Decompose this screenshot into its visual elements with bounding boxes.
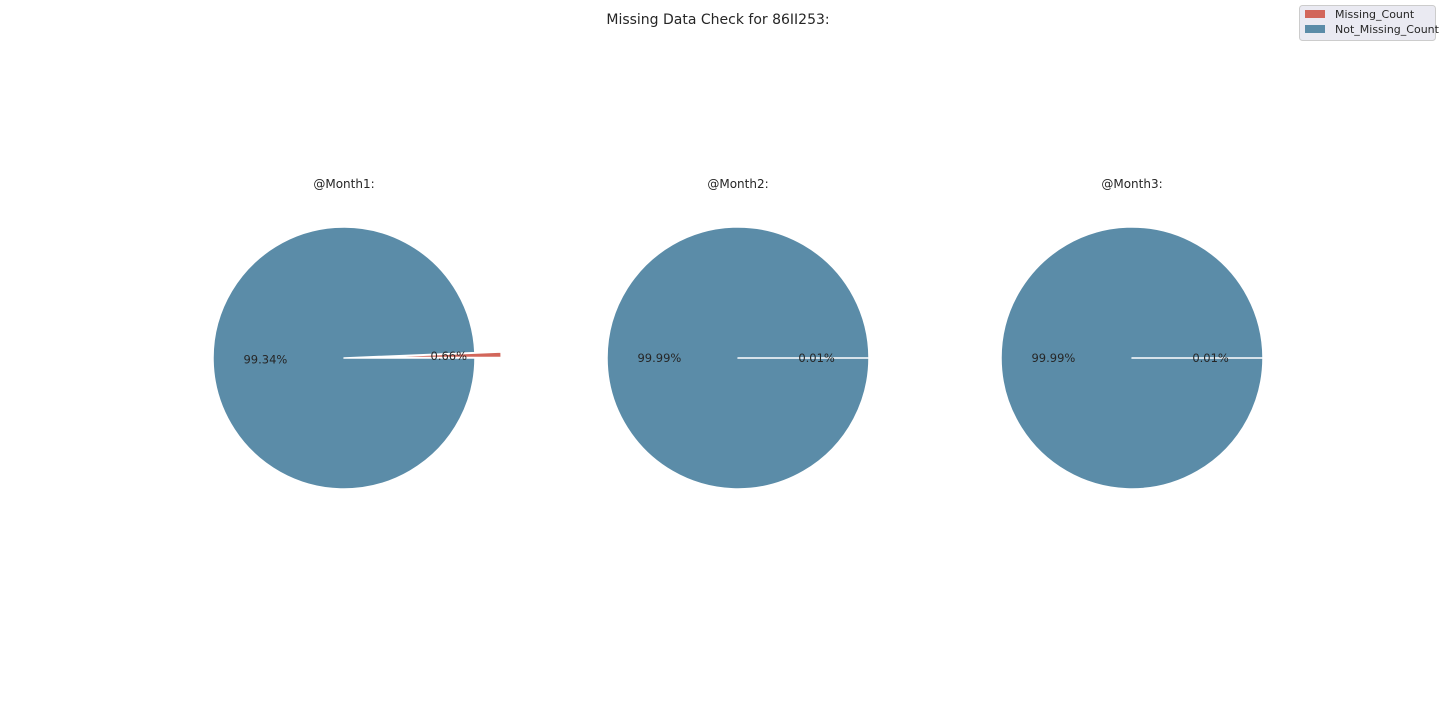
pie-percent-label: 0.66% bbox=[431, 349, 468, 363]
pie-slice-not-missing-count bbox=[606, 226, 870, 490]
legend-swatch-missing bbox=[1305, 10, 1325, 18]
legend-label-not-missing: Not_Missing_Count bbox=[1335, 23, 1440, 36]
pie-chart-1: @Month1: 0.66% 99.34% bbox=[212, 177, 502, 490]
pie-percent-label: 99.99% bbox=[1031, 351, 1075, 365]
pie-title: @Month2: bbox=[707, 177, 768, 191]
legend-label-missing: Missing_Count bbox=[1335, 8, 1415, 21]
pie-charts: @Month1:0.66%99.34%@Month2:0.01%99.99%@M… bbox=[212, 177, 1264, 490]
legend-swatch-not-missing bbox=[1305, 25, 1325, 33]
pie-percent-label: 99.34% bbox=[243, 353, 287, 367]
pie-percent-label: 0.01% bbox=[1192, 351, 1229, 365]
pie-title: @Month1: bbox=[313, 177, 374, 191]
pie-chart-3: @Month3: 0.01% 99.99% bbox=[1000, 177, 1264, 490]
pie-slice-not-missing-count bbox=[1000, 226, 1264, 490]
pie-slice-not-missing-count bbox=[212, 226, 476, 490]
pie-percent-label: 0.01% bbox=[798, 351, 835, 365]
legend-frame bbox=[1299, 5, 1436, 41]
pie-title: @Month3: bbox=[1101, 177, 1162, 191]
pie-percent-label: 99.99% bbox=[637, 351, 681, 365]
figure-title: Missing Data Check for 86II253: bbox=[606, 12, 829, 28]
pie-chart-2: @Month2: 0.01% 99.99% bbox=[606, 177, 870, 490]
legend: Missing_Count Not_Missing_Count bbox=[1299, 5, 1440, 41]
